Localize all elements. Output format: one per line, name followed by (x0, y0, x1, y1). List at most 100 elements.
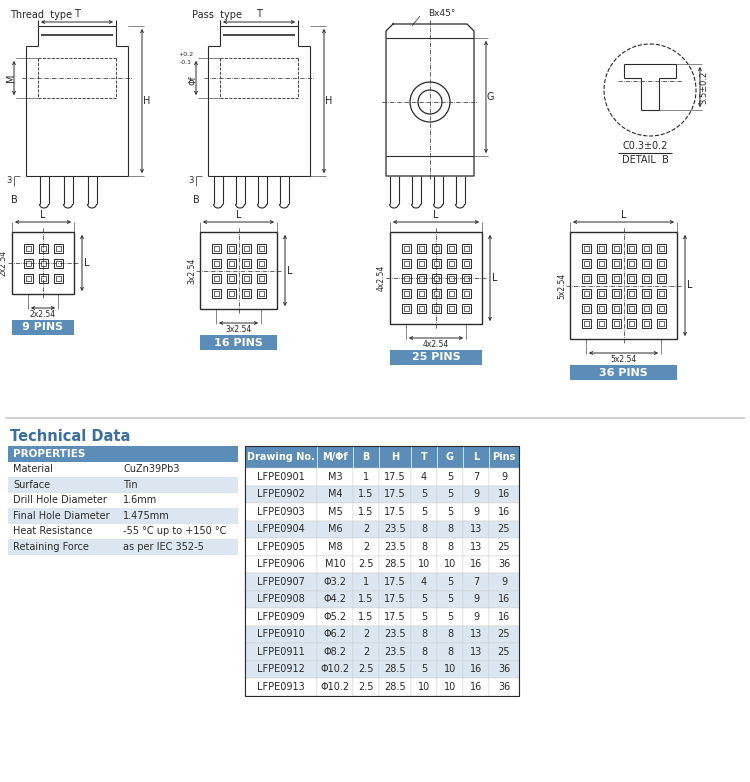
Text: 10: 10 (418, 559, 430, 569)
Bar (245, 678, 317, 695)
Bar (614, 275, 619, 281)
Text: as per IEC 352-5: as per IEC 352-5 (123, 542, 204, 552)
Bar (448, 306, 454, 310)
Bar (379, 555, 411, 573)
Text: 4: 4 (421, 577, 427, 586)
Bar (379, 661, 411, 678)
Bar (431, 259, 440, 267)
Bar (641, 303, 650, 313)
Text: 28.5: 28.5 (384, 559, 406, 569)
Bar (584, 246, 589, 250)
Bar (463, 573, 489, 590)
Text: 3x2.54: 3x2.54 (225, 325, 251, 334)
Bar (581, 259, 590, 267)
Text: 4x2.54: 4x2.54 (423, 340, 449, 349)
Text: LFPE0901: LFPE0901 (257, 472, 304, 482)
Text: 8: 8 (421, 524, 427, 534)
Text: 3.5±0.2: 3.5±0.2 (700, 70, 709, 104)
Bar (658, 306, 664, 310)
Bar (596, 243, 605, 253)
Bar (245, 468, 317, 486)
Text: L: L (84, 258, 90, 268)
Text: 10: 10 (444, 664, 456, 674)
Text: 23.5: 23.5 (384, 524, 406, 534)
Bar (437, 503, 463, 521)
Text: LFPE0904: LFPE0904 (257, 524, 304, 534)
Bar (489, 573, 519, 590)
Text: G: G (446, 452, 454, 462)
Text: 3: 3 (7, 176, 12, 185)
Text: 1: 1 (363, 577, 369, 586)
Bar (416, 274, 425, 282)
Bar (611, 318, 620, 328)
Bar (401, 259, 410, 267)
Bar (463, 678, 489, 695)
Bar (598, 321, 604, 325)
Bar (411, 521, 437, 538)
Bar (26, 275, 31, 281)
Text: 13: 13 (470, 542, 482, 552)
Bar (226, 243, 236, 253)
Bar (256, 289, 265, 297)
Bar (244, 275, 248, 281)
Text: L: L (287, 266, 292, 275)
Bar (431, 243, 440, 253)
Bar (401, 243, 410, 253)
Bar (353, 446, 379, 468)
Text: +0.2: +0.2 (178, 52, 194, 57)
Bar (596, 259, 605, 267)
Text: Φ5.2: Φ5.2 (323, 612, 346, 622)
Bar (437, 661, 463, 678)
Text: 1.5: 1.5 (358, 594, 374, 604)
Text: Surface: Surface (13, 479, 50, 490)
Bar (437, 555, 463, 573)
Bar (461, 303, 470, 313)
Bar (214, 275, 218, 281)
Bar (353, 521, 379, 538)
Text: 2x2.54: 2x2.54 (30, 310, 56, 319)
Text: 1.475mm: 1.475mm (123, 511, 170, 521)
Text: 5: 5 (421, 664, 428, 674)
Text: 9: 9 (501, 472, 507, 482)
Bar (489, 503, 519, 521)
Bar (644, 321, 649, 325)
Text: 17.5: 17.5 (384, 490, 406, 499)
Bar (401, 274, 410, 282)
Text: 16: 16 (498, 507, 510, 517)
Text: 2x2.54: 2x2.54 (0, 250, 8, 276)
Text: Φf: Φf (188, 75, 197, 84)
Bar (614, 260, 619, 266)
Bar (584, 290, 589, 296)
Bar (464, 290, 469, 296)
Text: 9: 9 (473, 507, 479, 517)
Bar (611, 274, 620, 282)
Bar (379, 468, 411, 486)
Text: G: G (486, 92, 494, 102)
Bar (596, 289, 605, 297)
Bar (584, 260, 589, 266)
Bar (584, 306, 589, 310)
Text: 10: 10 (444, 559, 456, 569)
Text: PROPERTIES: PROPERTIES (13, 449, 86, 459)
Text: Technical Data: Technical Data (10, 429, 130, 444)
Text: 2: 2 (363, 647, 369, 657)
Bar (644, 306, 649, 310)
Text: 2: 2 (363, 630, 369, 639)
Bar (390, 350, 482, 365)
Bar (317, 573, 353, 590)
Bar (214, 246, 218, 250)
Text: LFPE0913: LFPE0913 (257, 682, 304, 692)
Text: 7: 7 (472, 577, 479, 586)
Bar (489, 678, 519, 695)
Text: 25 PINS: 25 PINS (412, 353, 460, 363)
Text: L: L (472, 452, 479, 462)
Text: L: L (687, 281, 693, 290)
Bar (244, 260, 248, 266)
Bar (581, 274, 590, 282)
Bar (448, 246, 454, 250)
Bar (53, 243, 62, 253)
Text: Φ6.2: Φ6.2 (323, 630, 346, 639)
Bar (656, 303, 665, 313)
Bar (628, 260, 634, 266)
Bar (431, 274, 440, 282)
